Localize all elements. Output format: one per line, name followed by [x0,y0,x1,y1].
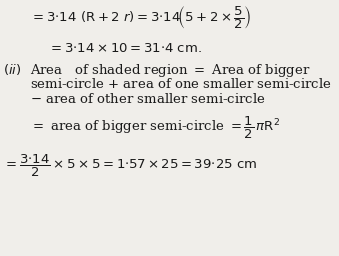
Text: $-$ area of other smaller semi-circle: $-$ area of other smaller semi-circle [30,92,266,106]
Text: $= 3{\cdot}14 \times 10 = 31{\cdot}4\ \mathrm{cm.}$: $= 3{\cdot}14 \times 10 = 31{\cdot}4\ \m… [48,42,202,55]
Text: $= 3{\cdot}14\ (\mathrm{R} + 2\ r) = 3{\cdot}14\!\left(5 + 2\times\dfrac{5}{2}\r: $= 3{\cdot}14\ (\mathrm{R} + 2\ r) = 3{\… [30,4,252,31]
Text: semi-circle $+$ area of one smaller semi-circle: semi-circle $+$ area of one smaller semi… [30,77,332,91]
Text: $= \dfrac{3{\cdot}14}{2} \times 5 \times 5 = 1{\cdot}57 \times 25 = 39{\cdot}25\: $= \dfrac{3{\cdot}14}{2} \times 5 \times… [3,153,257,179]
Text: $= $ area of bigger semi-circle $= \dfrac{1}{2}\,\pi\mathrm{R}^2$: $= $ area of bigger semi-circle $= \dfra… [30,115,280,141]
Text: $(ii)$: $(ii)$ [3,62,22,77]
Text: Area   of shaded region $=$ Area of bigger: Area of shaded region $=$ Area of bigger [30,62,311,79]
